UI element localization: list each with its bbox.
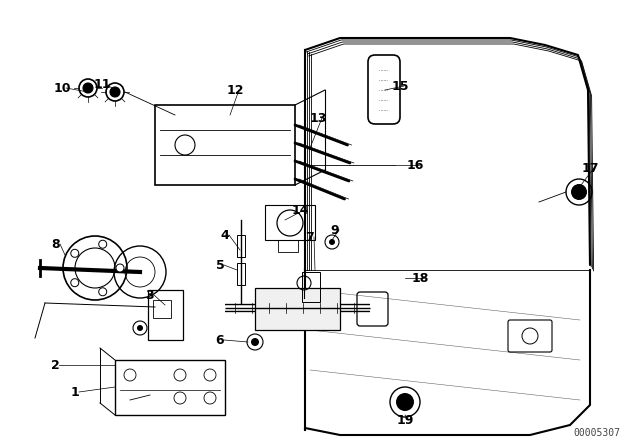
Circle shape: [251, 338, 259, 346]
Bar: [302, 272, 320, 302]
Text: 17: 17: [581, 161, 599, 175]
Bar: [237, 235, 245, 257]
Circle shape: [99, 240, 107, 248]
Text: 3: 3: [146, 289, 154, 302]
Text: 7: 7: [306, 231, 314, 244]
Circle shape: [137, 325, 143, 331]
Bar: [278, 240, 298, 252]
Text: 2: 2: [51, 358, 60, 371]
Bar: [237, 263, 245, 285]
Circle shape: [329, 239, 335, 245]
Text: 11: 11: [93, 78, 111, 90]
Text: 14: 14: [291, 203, 308, 216]
Text: 15: 15: [391, 79, 409, 92]
Text: 00005307: 00005307: [573, 428, 620, 438]
Circle shape: [116, 264, 124, 272]
Bar: [148, 290, 183, 340]
Text: 13: 13: [309, 112, 326, 125]
Circle shape: [83, 83, 93, 93]
Circle shape: [571, 184, 587, 200]
Bar: [155, 105, 295, 185]
Text: 5: 5: [216, 258, 225, 271]
Circle shape: [99, 288, 107, 296]
Text: 9: 9: [331, 224, 339, 237]
Text: 16: 16: [406, 159, 424, 172]
Circle shape: [396, 393, 414, 411]
Text: 12: 12: [227, 83, 244, 96]
Circle shape: [110, 87, 120, 97]
Circle shape: [71, 249, 79, 257]
Text: 18: 18: [412, 271, 429, 284]
Text: 1: 1: [70, 385, 79, 399]
Bar: [153, 300, 171, 318]
Text: 8: 8: [52, 237, 60, 250]
Circle shape: [71, 279, 79, 287]
Bar: [115, 360, 225, 415]
Text: 19: 19: [396, 414, 413, 426]
Text: 6: 6: [216, 333, 224, 346]
Bar: [255, 288, 340, 330]
Text: 10: 10: [53, 82, 71, 95]
Text: 4: 4: [221, 228, 229, 241]
